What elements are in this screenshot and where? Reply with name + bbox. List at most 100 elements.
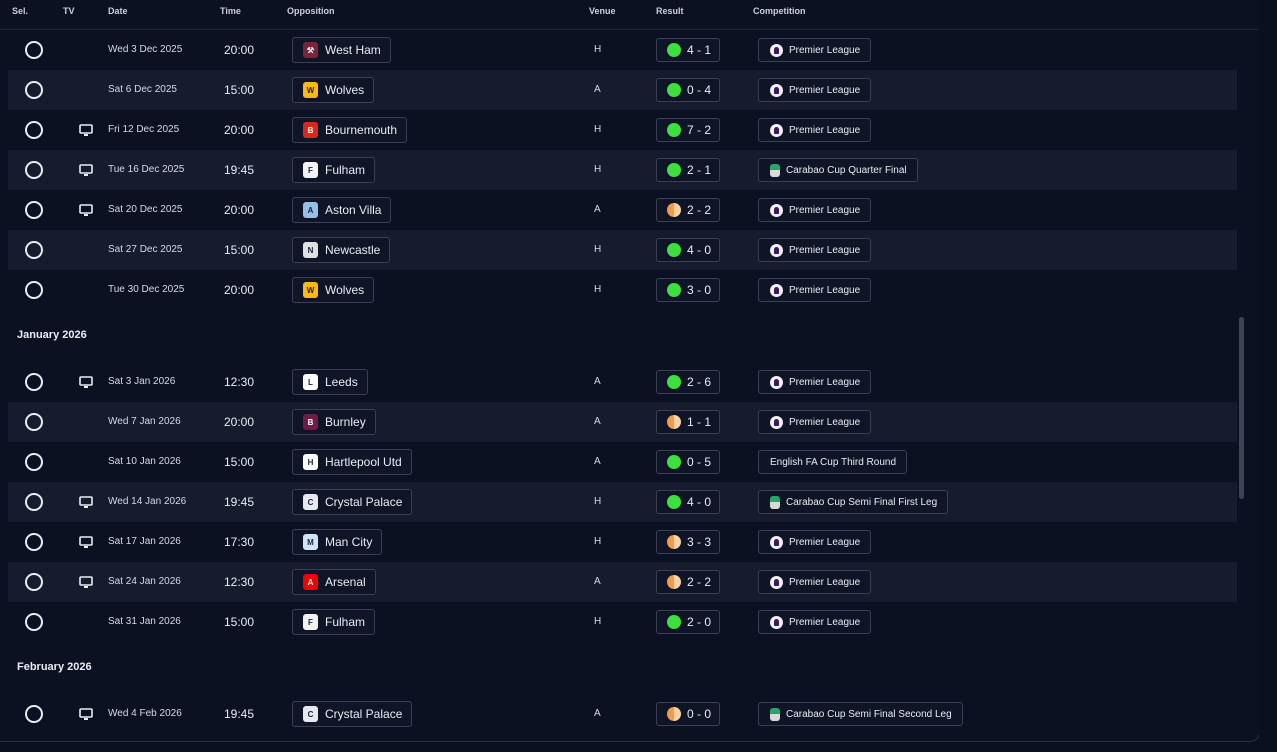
win-indicator-icon — [667, 375, 681, 389]
opponent-chip[interactable]: C Crystal Palace — [292, 701, 413, 727]
select-radio[interactable] — [25, 573, 43, 591]
result-chip[interactable]: 2 - 2 — [656, 198, 720, 222]
opponent-chip[interactable]: W Wolves — [292, 77, 375, 103]
fixture-row[interactable]: Sat 20 Dec 2025 20:00 A Aston Villa A 2 … — [8, 190, 1237, 230]
select-radio[interactable] — [25, 493, 43, 511]
venue: H — [594, 44, 602, 55]
competition-chip[interactable]: English FA Cup Third Round — [758, 450, 908, 474]
opponent-chip[interactable]: N Newcastle — [292, 237, 391, 263]
competition-chip[interactable]: Carabao Cup Semi Final First Leg — [758, 490, 949, 514]
opponent-chip[interactable]: F Fulham — [292, 609, 376, 635]
fixture-row[interactable]: Wed 7 Jan 2026 20:00 B Burnley A 1 - 1 P… — [8, 402, 1237, 442]
opponent-chip[interactable]: A Aston Villa — [292, 197, 392, 223]
competition-chip[interactable]: Carabao Cup Quarter Final — [758, 158, 918, 182]
opponent-chip[interactable]: C Crystal Palace — [292, 489, 413, 515]
select-radio[interactable] — [25, 81, 43, 99]
opponent-chip[interactable]: W Wolves — [292, 277, 375, 303]
select-radio[interactable] — [25, 453, 43, 471]
tv-icon — [79, 164, 93, 176]
col-sel-header[interactable]: Sel. — [12, 6, 29, 16]
fixture-row[interactable]: Sat 17 Jan 2026 17:30 M Man City H 3 - 3… — [8, 522, 1237, 562]
competition-chip[interactable]: Premier League — [758, 38, 872, 62]
select-radio[interactable] — [25, 613, 43, 631]
result-chip[interactable]: 4 - 0 — [656, 238, 720, 262]
result-chip[interactable]: 3 - 3 — [656, 530, 720, 554]
opponent-chip[interactable]: A Arsenal — [292, 569, 376, 595]
competition-chip[interactable]: Premier League — [758, 118, 872, 142]
match-date: Sat 10 Jan 2026 — [108, 456, 181, 467]
result-chip[interactable]: 7 - 2 — [656, 118, 720, 142]
result-chip[interactable]: 0 - 4 — [656, 78, 720, 102]
fixture-row[interactable]: Sat 24 Jan 2026 12:30 A Arsenal A 2 - 2 … — [8, 562, 1237, 602]
fixture-row[interactable]: Wed 3 Dec 2025 20:00 ⚒ West Ham H 4 - 1 … — [8, 30, 1237, 70]
competition-chip[interactable]: Premier League — [758, 610, 872, 634]
select-radio[interactable] — [25, 161, 43, 179]
fixture-row[interactable]: Sat 3 Jan 2026 12:30 L Leeds A 2 - 6 Pre… — [8, 362, 1237, 402]
fixture-row[interactable]: Wed 4 Feb 2026 19:45 C Crystal Palace A … — [8, 694, 1237, 734]
competition-chip[interactable]: Premier League — [758, 410, 872, 434]
competition-chip[interactable]: Premier League — [758, 198, 872, 222]
score: 2 - 0 — [687, 615, 712, 629]
col-venue-header[interactable]: Venue — [589, 6, 616, 16]
opponent-chip[interactable]: F Fulham — [292, 157, 376, 183]
opponent-chip[interactable]: B Bournemouth — [292, 117, 408, 143]
opponent-chip[interactable]: ⚒ West Ham — [292, 37, 391, 63]
col-result-header[interactable]: Result — [656, 6, 684, 16]
result-chip[interactable]: 4 - 0 — [656, 490, 720, 514]
result-chip[interactable]: 4 - 1 — [656, 38, 720, 62]
competition-chip[interactable]: Premier League — [758, 570, 872, 594]
fixture-row[interactable]: Sat 27 Dec 2025 15:00 N Newcastle H 4 - … — [8, 230, 1237, 270]
competition-chip[interactable]: Carabao Cup Semi Final Second Leg — [758, 702, 963, 726]
result-chip[interactable]: 2 - 6 — [656, 370, 720, 394]
select-radio[interactable] — [25, 705, 43, 723]
col-date-header[interactable]: Date — [108, 6, 128, 16]
select-radio[interactable] — [25, 373, 43, 391]
competition-chip[interactable]: Premier League — [758, 78, 872, 102]
fixture-row[interactable]: Wed 14 Jan 2026 19:45 C Crystal Palace H… — [8, 482, 1237, 522]
competition-name: Premier League — [789, 204, 861, 216]
fixture-row[interactable]: Sat 31 Jan 2026 15:00 F Fulham H 2 - 0 P… — [8, 602, 1237, 642]
result-chip[interactable]: 2 - 1 — [656, 158, 720, 182]
score: 0 - 4 — [687, 83, 712, 97]
fixture-row[interactable]: Sat 6 Dec 2025 15:00 W Wolves A 0 - 4 Pr… — [8, 70, 1237, 110]
select-radio[interactable] — [25, 413, 43, 431]
opponent-chip[interactable]: M Man City — [292, 529, 383, 555]
premier-league-icon — [770, 123, 783, 137]
select-radio[interactable] — [25, 241, 43, 259]
select-radio[interactable] — [25, 121, 43, 139]
col-opposition-header[interactable]: Opposition — [287, 6, 335, 16]
fixture-row[interactable]: Tue 30 Dec 2025 20:00 W Wolves H 3 - 0 P… — [8, 270, 1237, 310]
select-radio[interactable] — [25, 201, 43, 219]
fixture-row[interactable]: Sat 10 Jan 2026 15:00 H Hartlepool Utd A… — [8, 442, 1237, 482]
fixture-row[interactable]: Fri 12 Dec 2025 20:00 B Bournemouth H 7 … — [8, 110, 1237, 150]
result-chip[interactable]: 2 - 2 — [656, 570, 720, 594]
select-radio[interactable] — [25, 41, 43, 59]
result-chip[interactable]: 1 - 1 — [656, 410, 720, 434]
opponent-name: West Ham — [325, 43, 381, 57]
scrollbar[interactable] — [1239, 30, 1245, 741]
scrollbar-thumb[interactable] — [1239, 317, 1244, 499]
competition-chip[interactable]: Premier League — [758, 278, 872, 302]
col-competition-header[interactable]: Competition — [753, 6, 806, 16]
result-chip[interactable]: 3 - 0 — [656, 278, 720, 302]
opponent-chip[interactable]: L Leeds — [292, 369, 368, 395]
match-time: 20:00 — [224, 415, 255, 429]
aston-villa-crest-icon: A — [303, 202, 318, 218]
competition-chip[interactable]: Premier League — [758, 530, 872, 554]
col-time-header[interactable]: Time — [220, 6, 241, 16]
select-radio[interactable] — [25, 281, 43, 299]
competition-name: Carabao Cup Quarter Final — [786, 164, 907, 176]
result-chip[interactable]: 0 - 0 — [656, 702, 720, 726]
col-tv-header[interactable]: TV — [63, 6, 75, 16]
opponent-chip[interactable]: H Hartlepool Utd — [292, 449, 412, 475]
win-indicator-icon — [667, 243, 681, 257]
premier-league-icon — [770, 415, 783, 429]
result-chip[interactable]: 2 - 0 — [656, 610, 720, 634]
opponent-chip[interactable]: B Burnley — [292, 409, 376, 435]
select-radio[interactable] — [25, 533, 43, 551]
result-chip[interactable]: 0 - 5 — [656, 450, 720, 474]
fixture-row[interactable]: Tue 16 Dec 2025 19:45 F Fulham H 2 - 1 C… — [8, 150, 1237, 190]
tv-icon — [79, 496, 93, 508]
competition-chip[interactable]: Premier League — [758, 370, 872, 394]
competition-chip[interactable]: Premier League — [758, 238, 872, 262]
